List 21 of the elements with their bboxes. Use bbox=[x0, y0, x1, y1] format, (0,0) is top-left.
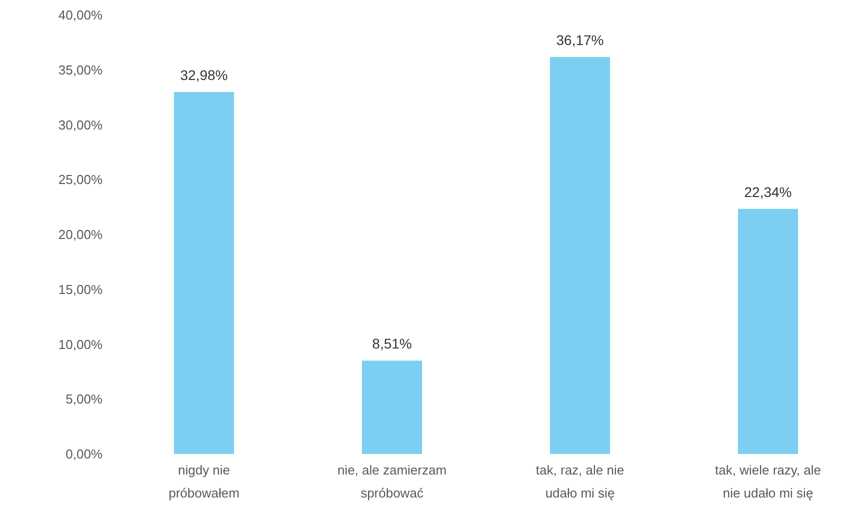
y-tick-label: 25,00% bbox=[58, 172, 103, 188]
y-tick-label: 30,00% bbox=[58, 117, 103, 132]
text: 22,34% bbox=[744, 184, 792, 200]
x-tick-label: tak, raz, ale nie udało mi się bbox=[536, 462, 624, 500]
y-tick-label: 5,00% bbox=[66, 392, 103, 407]
y-tick-label: 0,00% bbox=[66, 446, 103, 462]
x-tick-label: nie, ale zamierzam spróbować bbox=[337, 462, 447, 500]
bar bbox=[174, 92, 234, 454]
text: 8,51% bbox=[372, 336, 412, 352]
y-tick-label: 20,00% bbox=[58, 227, 103, 242]
y-tick-label: 10,00% bbox=[58, 336, 103, 352]
y-tick-label: 40,00% bbox=[58, 8, 103, 22]
text: 32,98% bbox=[180, 67, 228, 84]
bar bbox=[362, 360, 422, 454]
text: 36,17% bbox=[556, 32, 604, 48]
y-tick-label: 15,00% bbox=[58, 282, 103, 297]
bar bbox=[738, 208, 798, 454]
bar bbox=[550, 57, 610, 454]
y-tick-label: 35,00% bbox=[58, 62, 103, 78]
x-tick-label: tak, wiele razy, ale nie udało mi się bbox=[715, 462, 821, 500]
x-tick-label: nigdy nie próbowałem bbox=[168, 462, 240, 500]
